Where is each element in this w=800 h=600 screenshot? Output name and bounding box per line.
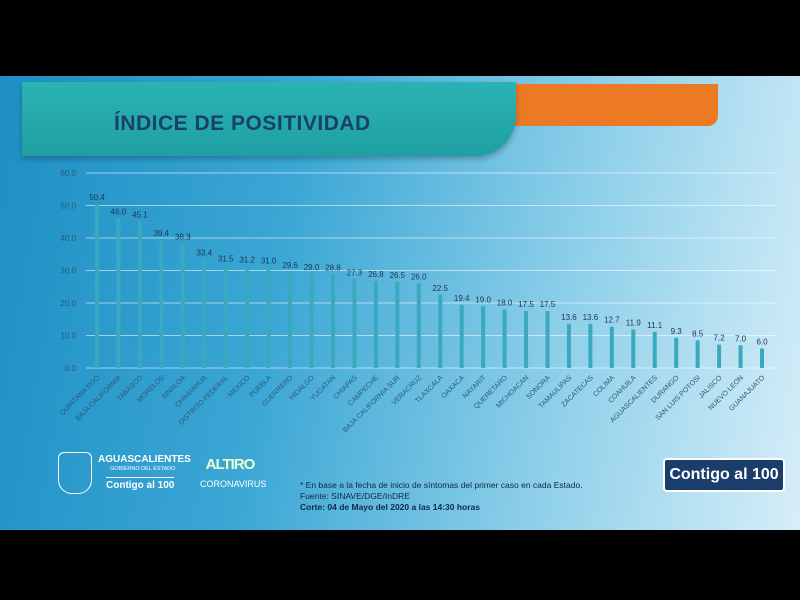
bar xyxy=(245,266,250,368)
gov-name: AGUASCALIENTES xyxy=(98,454,191,465)
bar xyxy=(738,345,743,368)
bar xyxy=(180,243,185,368)
bar xyxy=(438,294,443,368)
data-label: 31.5 xyxy=(218,255,234,264)
campaign-logo: ALTIRO CORONAVIRUS xyxy=(200,456,267,496)
data-label: 26.8 xyxy=(368,270,384,279)
data-label: 22.5 xyxy=(432,284,448,293)
note-text: * En base a la fecha de inicio de síntom… xyxy=(300,480,583,490)
gov-slogan: Contigo al 100 xyxy=(106,477,175,491)
data-label: 28.8 xyxy=(325,263,341,272)
data-label: 17.5 xyxy=(540,300,556,309)
data-label: 13.6 xyxy=(583,313,599,322)
bar xyxy=(416,283,421,368)
y-tick-label: 30.0 xyxy=(60,267,76,276)
cutoff-text: Corte: 04 de Mayo del 2020 a las 14:30 h… xyxy=(300,502,481,512)
data-label: 46.0 xyxy=(111,208,127,217)
data-label: 26.0 xyxy=(411,273,427,282)
page-title: ÍNDICE DE POSITIVIDAD xyxy=(114,112,371,135)
bar xyxy=(330,274,335,368)
data-label: 31.0 xyxy=(261,256,277,265)
data-label: 50.4 xyxy=(89,193,105,202)
bar xyxy=(459,304,464,368)
data-label: 18.0 xyxy=(497,299,513,308)
bar xyxy=(566,323,571,368)
y-tick-label: 0.0 xyxy=(65,364,77,373)
data-label: 38.3 xyxy=(175,233,191,242)
data-label: 8.5 xyxy=(692,329,704,338)
bar xyxy=(502,309,507,368)
data-label: 11.1 xyxy=(647,321,663,330)
data-label: 7.0 xyxy=(735,334,747,343)
bar xyxy=(266,267,271,368)
orange-accent-bar xyxy=(490,84,718,126)
data-label: 31.2 xyxy=(239,256,255,265)
gov-logo: AGUASCALIENTES GOBIERNO DEL ESTADO Conti… xyxy=(58,452,198,498)
data-label: 45.1 xyxy=(132,210,148,219)
data-label: 6.0 xyxy=(756,338,768,347)
y-tick-label: 60.0 xyxy=(60,169,76,178)
y-tick-label: 40.0 xyxy=(60,234,76,243)
data-label: 26.5 xyxy=(390,271,406,280)
bar xyxy=(352,279,357,368)
coat-of-arms-icon xyxy=(58,452,92,494)
title-banner: ÍNDICE DE POSITIVIDAD xyxy=(22,82,516,156)
bar xyxy=(116,218,121,368)
data-label: 29.0 xyxy=(304,263,320,272)
campaign-top: ALTIRO xyxy=(205,456,256,473)
bar xyxy=(395,281,400,368)
gov-sub: GOBIERNO DEL ESTADO xyxy=(110,466,176,472)
x-tick-label: MEXICO xyxy=(227,374,252,399)
bar xyxy=(545,311,550,368)
y-tick-label: 50.0 xyxy=(60,202,76,211)
data-label: 19.4 xyxy=(454,294,470,303)
data-label: 39.4 xyxy=(154,229,170,238)
slide: ÍNDICE DE POSITIVIDAD 0.0 10.0 20.0 30.0 40.… xyxy=(0,76,800,530)
data-label: 13.6 xyxy=(561,313,577,322)
bar xyxy=(609,326,614,368)
bar xyxy=(695,340,700,368)
data-label: 12.7 xyxy=(604,316,620,325)
y-tick-label: 20.0 xyxy=(60,299,76,308)
bar xyxy=(137,221,142,368)
data-label: 27.3 xyxy=(347,268,363,277)
data-label: 19.0 xyxy=(475,295,491,304)
y-tick-label: 10.0 xyxy=(60,332,76,341)
data-label: 33.4 xyxy=(196,248,212,257)
bar xyxy=(481,306,486,368)
bar xyxy=(652,331,657,368)
data-label: 9.3 xyxy=(671,327,683,336)
footnote: * En base a la fecha de inicio de síntom… xyxy=(300,480,583,513)
bar xyxy=(373,280,378,368)
contigo-logo: Contigo al 100 xyxy=(663,458,785,492)
bar xyxy=(95,204,99,368)
data-label: 11.9 xyxy=(626,318,642,327)
x-tick-label: QUINTANA ROO xyxy=(59,374,102,417)
bar xyxy=(223,265,228,368)
data-label: 29.6 xyxy=(282,261,298,270)
bar xyxy=(674,337,679,368)
bar xyxy=(159,239,164,368)
bar xyxy=(588,323,593,368)
bar xyxy=(760,348,764,368)
bar xyxy=(524,311,529,368)
bar xyxy=(202,259,207,368)
data-label: 7.2 xyxy=(714,334,726,343)
bar xyxy=(717,344,722,368)
bar xyxy=(631,329,636,368)
bar xyxy=(309,273,314,368)
bar xyxy=(288,271,293,368)
bar-chart: 0.0 10.0 20.0 30.0 40.0 50.0 60.0 50.4 QUINTANA … xyxy=(59,169,776,434)
data-label: 17.5 xyxy=(518,300,534,309)
source-text: Fuente: SINAVE/DGE/InDRE xyxy=(300,491,410,501)
campaign-bottom: CORONAVIRUS xyxy=(200,479,267,489)
